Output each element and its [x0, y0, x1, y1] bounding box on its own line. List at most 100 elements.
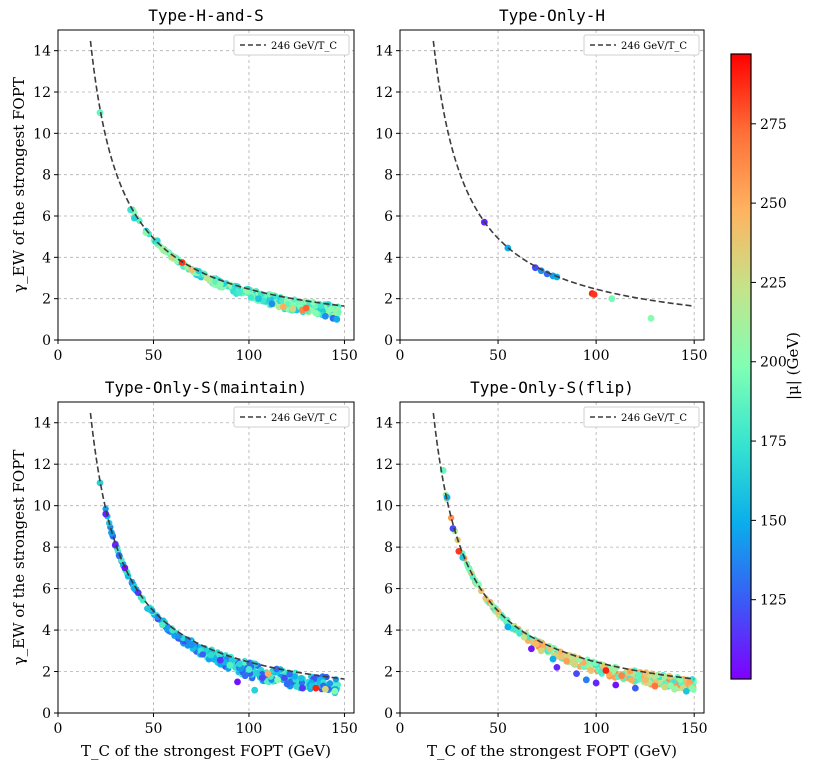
band-point [102, 505, 109, 513]
plot-area [58, 402, 354, 713]
scatter-point [312, 309, 320, 317]
band-point [266, 291, 273, 298]
y-tick-label: 2 [42, 665, 51, 681]
scatter-point [582, 676, 590, 684]
y-tick-label: 0 [384, 333, 393, 349]
y-axis-label: γ_EW of the strongest FOPT [10, 77, 28, 293]
y-tick-label: 2 [384, 665, 393, 681]
point-band [129, 206, 342, 319]
legend: 246 GeV/T_C [583, 34, 700, 56]
band-point [587, 666, 594, 674]
scatter-point [279, 303, 287, 311]
x-tick-label: 100 [583, 721, 610, 737]
plot-area [58, 30, 354, 340]
subplot-3: 0 50 100 150 0 2 4 6 8 10 12 14 Type-Only-S(maintain… [10, 378, 358, 760]
legend-label: 246 GeV/T_C [271, 41, 337, 52]
x-tick-label: 50 [489, 348, 507, 364]
y-tick-label: 14 [375, 416, 393, 432]
y-tick-label: 14 [33, 416, 51, 432]
subplot-title: Type-Only-S(maintain) [105, 378, 307, 397]
y-tick-label: 6 [42, 209, 51, 225]
x-axis-label: T_C of the strongest FOPT (GeV) [427, 742, 677, 760]
band-point [279, 297, 286, 304]
scatter-point [188, 641, 196, 648]
x-tick-label: 0 [396, 348, 405, 364]
y-tick-label: 6 [384, 209, 393, 225]
colorbar-tick-label: 150 [760, 513, 787, 529]
y-tick-label: 0 [42, 706, 51, 722]
band-point [520, 634, 528, 641]
scatter-point [602, 667, 610, 674]
band-point [571, 658, 578, 665]
colorbar-tick-label: 200 [760, 355, 787, 371]
scatter-point [121, 564, 129, 572]
band-point [291, 673, 298, 680]
y-tick-label: 8 [42, 168, 51, 184]
x-tick-label: 50 [145, 721, 163, 737]
y-tick-label: 12 [375, 85, 393, 101]
axis-ticks: 0 50 100 150 0 2 4 6 8 10 12 14 [375, 416, 707, 737]
subplot-title: Type-Only-S(flip) [470, 378, 634, 397]
legend-label: 246 GeV/T_C [621, 413, 687, 424]
band-point [592, 659, 599, 667]
scatter-point [264, 670, 272, 678]
scatter-point [647, 314, 655, 322]
scatter-point [628, 676, 635, 684]
scatter-point [528, 645, 535, 653]
legend-label: 246 GeV/T_C [271, 413, 337, 424]
band-point [447, 514, 455, 522]
subplot-4: 0 50 100 150 0 2 4 6 8 10 12 14 Type-Only-S(flip) 246… [375, 378, 707, 760]
y-tick-label: 14 [375, 44, 393, 60]
legend: 246 GeV/T_C [233, 34, 350, 56]
subplot-1: 0 50 100 150 0 2 4 6 8 10 12 14 Type-H-and-S 246 GeV/… [10, 6, 358, 364]
scatter-point [641, 676, 649, 684]
y-tick-label: 2 [42, 292, 51, 308]
scatter-point [268, 300, 276, 308]
scatter-point [618, 672, 626, 680]
scatter-point [631, 684, 639, 692]
x-tick-label: 150 [681, 348, 708, 364]
colorbar-tick-label: 225 [760, 275, 787, 291]
x-tick-label: 150 [331, 721, 358, 737]
scatter-point [241, 672, 249, 680]
scatter-points [96, 109, 341, 323]
reference-curve [89, 40, 345, 307]
band-point [124, 573, 132, 580]
scatter-point [234, 678, 241, 686]
y-tick-label: 14 [33, 44, 51, 60]
plot-area [400, 30, 704, 340]
plot-area [400, 402, 704, 713]
band-point [635, 671, 643, 678]
y-tick-label: 10 [33, 126, 51, 142]
scatter-point [321, 685, 329, 693]
scatter-point [504, 623, 512, 631]
scatter-point [188, 266, 196, 274]
y-tick-label: 4 [384, 623, 393, 639]
y-tick-label: 6 [384, 582, 393, 598]
scatter-point [573, 670, 580, 678]
scatter-point [592, 679, 600, 687]
legend: 246 GeV/T_C [233, 406, 350, 428]
legend-box [583, 34, 700, 56]
scatter-point [203, 274, 211, 282]
scatter-point [671, 685, 678, 693]
y-tick-label: 12 [33, 457, 51, 473]
band-point [298, 679, 306, 686]
band-point [228, 656, 236, 664]
axes-frame [399, 401, 705, 714]
scatter-point [661, 683, 669, 691]
colorbar-tick-label: 250 [760, 196, 787, 212]
band-point [690, 686, 697, 693]
scatter-point [299, 684, 306, 692]
band-point [159, 621, 166, 629]
colorbar-tick-label: 275 [760, 117, 787, 133]
scatter-point [549, 655, 557, 663]
colorbar-tick-label: 175 [760, 434, 787, 450]
band-point [677, 676, 684, 683]
x-axis-label: T_C of the strongest FOPT (GeV) [81, 742, 331, 760]
reference-curve [432, 40, 695, 307]
band-point [533, 640, 540, 648]
scatter-point [608, 295, 616, 303]
